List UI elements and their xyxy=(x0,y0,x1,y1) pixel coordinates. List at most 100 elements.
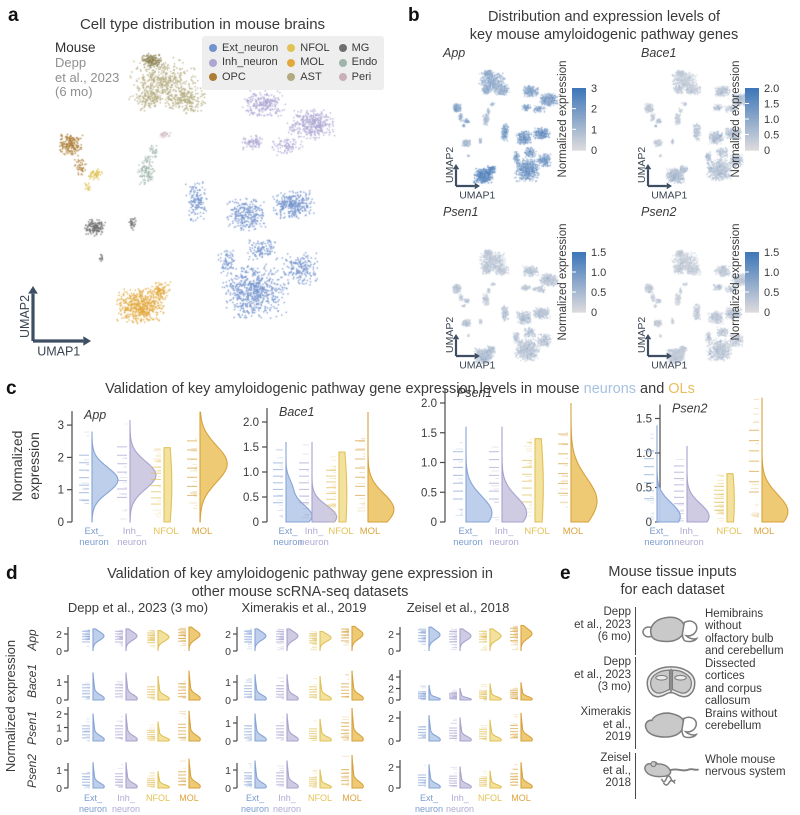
svg-text:0: 0 xyxy=(591,145,597,157)
svg-text:2.0: 2.0 xyxy=(764,83,779,95)
svg-text:Psen1: Psen1 xyxy=(457,386,492,400)
svg-text:0.5: 0.5 xyxy=(764,130,779,142)
divider-line xyxy=(635,607,636,655)
featureplot-psen2: Psen2 1.5 1.0 0.5 0 Normalized expression UMAP… xyxy=(636,205,779,372)
svg-text:NFOL: NFOL xyxy=(716,526,741,537)
svg-text:Bace1: Bace1 xyxy=(641,46,676,60)
panel-d-column-2: Zeisel et al., 2018020240202Ext_neuronIn… xyxy=(388,600,533,814)
dataset-ref-label: Zeisel et al., 2018 xyxy=(545,752,631,790)
svg-text:NFOL: NFOL xyxy=(328,526,353,537)
dataset-ref-label: Depp et al., 2023 (3 mo) xyxy=(545,656,631,694)
svg-text:neuron: neuron xyxy=(273,804,301,814)
svg-text:Psen2: Psen2 xyxy=(641,205,676,219)
svg-text:neuron: neuron xyxy=(674,537,704,548)
svg-text:UMAP1: UMAP1 xyxy=(651,360,687,372)
svg-text:Normalized expression: Normalized expression xyxy=(557,61,569,178)
panel-b-title-line2: key mouse amyloidogenic pathway genes xyxy=(469,27,739,43)
svg-text:MOL: MOL xyxy=(511,793,531,803)
legend-label: Peri xyxy=(351,70,372,83)
svg-text:1: 1 xyxy=(591,124,597,136)
svg-text:0: 0 xyxy=(646,517,652,529)
svg-text:Ext_: Ext_ xyxy=(278,526,298,537)
svg-text:2: 2 xyxy=(591,104,597,116)
tissue-description: Hemibrains without olfactory bulb and cereb… xyxy=(705,608,800,658)
panel-c-title-segment: and xyxy=(636,381,669,397)
dataset-ref-line: et al., 2023 xyxy=(574,668,631,681)
svg-text:neuron: neuron xyxy=(299,537,329,548)
violinplot-psen1: 00.51.01.52.0Psen1Ext_neuronInh_neuronNF… xyxy=(421,386,598,548)
svg-text:1.5: 1.5 xyxy=(764,99,779,111)
svg-text:2: 2 xyxy=(56,629,62,641)
svg-text:MOL: MOL xyxy=(360,526,381,537)
svg-text:App: App xyxy=(25,629,39,652)
svg-text:Ximerakis et al., 2019: Ximerakis et al., 2019 xyxy=(241,600,366,615)
svg-text:0.5: 0.5 xyxy=(591,287,606,299)
legend-label: MG xyxy=(351,41,370,54)
svg-text:0: 0 xyxy=(56,646,62,658)
featureplot-psen1: Psen1 1.5 1.0 0.5 0 Normalized expression UMAP… xyxy=(443,205,606,372)
svg-text:MOL: MOL xyxy=(754,526,775,537)
dataset-ref-line: et al., xyxy=(602,718,631,731)
svg-text:0: 0 xyxy=(225,646,231,658)
umap-canvas-bace1 xyxy=(637,62,755,190)
svg-text:0: 0 xyxy=(56,783,62,795)
svg-text:neuron: neuron xyxy=(241,804,269,814)
dataset-ref-line: (6 mo) xyxy=(597,631,631,644)
svg-text:Inh_: Inh_ xyxy=(305,526,324,537)
svg-text:1.0: 1.0 xyxy=(421,458,437,470)
svg-text:Inh_: Inh_ xyxy=(451,793,470,803)
brain-side-icon xyxy=(640,708,702,746)
svg-text:2: 2 xyxy=(388,713,394,725)
umap-canvas-psen1 xyxy=(445,242,563,370)
svg-text:0: 0 xyxy=(764,307,770,319)
svg-text:1.5: 1.5 xyxy=(636,414,652,426)
svg-text:2: 2 xyxy=(58,452,64,464)
panel-c-title-segment: OLs xyxy=(668,381,695,397)
svg-text:App: App xyxy=(442,46,465,60)
svg-text:neuron: neuron xyxy=(446,804,474,814)
dataset-ref-line: Depp xyxy=(603,606,632,618)
mouse-nervous-system-icon xyxy=(640,756,702,794)
dataset-ref-line: (3 mo) xyxy=(597,681,631,694)
panel-c-ylabel: Normalized expression xyxy=(9,431,42,502)
svg-text:Normalized: Normalized xyxy=(9,431,25,502)
panel-a-title: Cell type distribution in mouse brains xyxy=(79,16,326,33)
svg-text:0.5: 0.5 xyxy=(243,492,259,504)
panel-e: Mouse tissue inputs for each dataset Dep… xyxy=(545,560,800,815)
panel-c-title: Validation of key amyloidogenic pathway … xyxy=(0,381,800,397)
dataset-ref-line: Ximerakis xyxy=(580,706,631,718)
legend-label: Endo xyxy=(351,56,378,69)
svg-text:Bace1: Bace1 xyxy=(25,664,39,698)
tissue-description: Brains without cerebellum xyxy=(705,708,800,733)
svg-text:UMAP2: UMAP2 xyxy=(636,147,648,183)
panel-letter-b: b xyxy=(408,5,420,26)
svg-text:neuron: neuron xyxy=(79,537,109,548)
svg-text:1: 1 xyxy=(225,765,231,777)
panel-letter-c: c xyxy=(6,378,17,399)
svg-text:Bace1: Bace1 xyxy=(279,405,314,419)
svg-text:2: 2 xyxy=(388,629,394,641)
svg-text:Normalized expression: Normalized expression xyxy=(557,224,569,341)
svg-text:UMAP1: UMAP1 xyxy=(459,190,495,202)
tissue-description: Whole mouse nervous system xyxy=(705,754,800,779)
svg-text:MOL: MOL xyxy=(342,793,362,803)
svg-text:0: 0 xyxy=(58,517,64,529)
svg-text:MOL: MOL xyxy=(192,526,213,537)
dataset-ref-line: 2018 xyxy=(605,777,631,790)
svg-text:2.0: 2.0 xyxy=(421,398,437,410)
svg-text:Ext_: Ext_ xyxy=(420,793,439,803)
svg-text:NFOL: NFOL xyxy=(146,793,170,803)
svg-text:UMAP2: UMAP2 xyxy=(636,317,648,353)
hemibrain-side-icon xyxy=(640,612,702,650)
svg-text:2: 2 xyxy=(225,629,231,641)
svg-text:Normalized expression: Normalized expression xyxy=(730,224,742,341)
svg-text:neuron: neuron xyxy=(489,537,519,548)
panel-d-title-line1: Validation of key amyloidogenic pathway … xyxy=(107,566,493,582)
svg-text:NFOL: NFOL xyxy=(308,793,332,803)
svg-text:0: 0 xyxy=(388,783,394,795)
svg-text:neuron: neuron xyxy=(453,537,483,548)
